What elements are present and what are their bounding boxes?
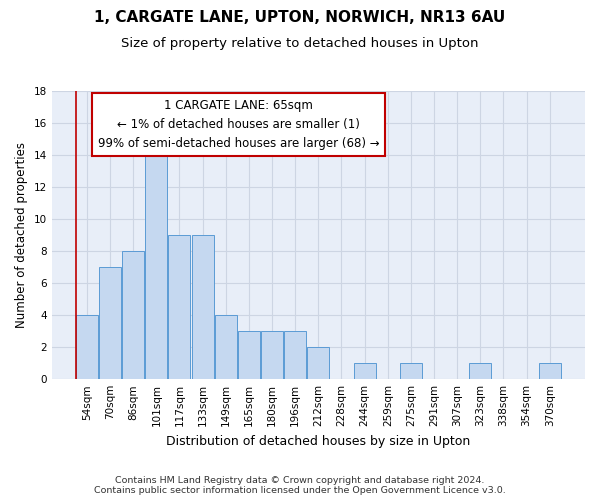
Bar bbox=[539, 363, 561, 379]
Bar bbox=[238, 331, 260, 379]
Bar bbox=[99, 268, 121, 379]
Bar bbox=[284, 331, 306, 379]
Bar bbox=[215, 316, 237, 379]
Bar bbox=[400, 363, 422, 379]
Bar bbox=[261, 331, 283, 379]
Bar bbox=[307, 347, 329, 379]
Bar bbox=[76, 316, 98, 379]
Text: Contains HM Land Registry data © Crown copyright and database right 2024.
Contai: Contains HM Land Registry data © Crown c… bbox=[94, 476, 506, 495]
Bar bbox=[191, 236, 214, 379]
Y-axis label: Number of detached properties: Number of detached properties bbox=[15, 142, 28, 328]
Text: 1, CARGATE LANE, UPTON, NORWICH, NR13 6AU: 1, CARGATE LANE, UPTON, NORWICH, NR13 6A… bbox=[94, 10, 506, 25]
Text: Size of property relative to detached houses in Upton: Size of property relative to detached ho… bbox=[121, 38, 479, 51]
Bar bbox=[469, 363, 491, 379]
Bar bbox=[145, 156, 167, 379]
Bar bbox=[169, 236, 190, 379]
Text: 1 CARGATE LANE: 65sqm
← 1% of detached houses are smaller (1)
99% of semi-detach: 1 CARGATE LANE: 65sqm ← 1% of detached h… bbox=[98, 98, 379, 150]
X-axis label: Distribution of detached houses by size in Upton: Distribution of detached houses by size … bbox=[166, 434, 470, 448]
Bar bbox=[353, 363, 376, 379]
Bar bbox=[122, 252, 144, 379]
